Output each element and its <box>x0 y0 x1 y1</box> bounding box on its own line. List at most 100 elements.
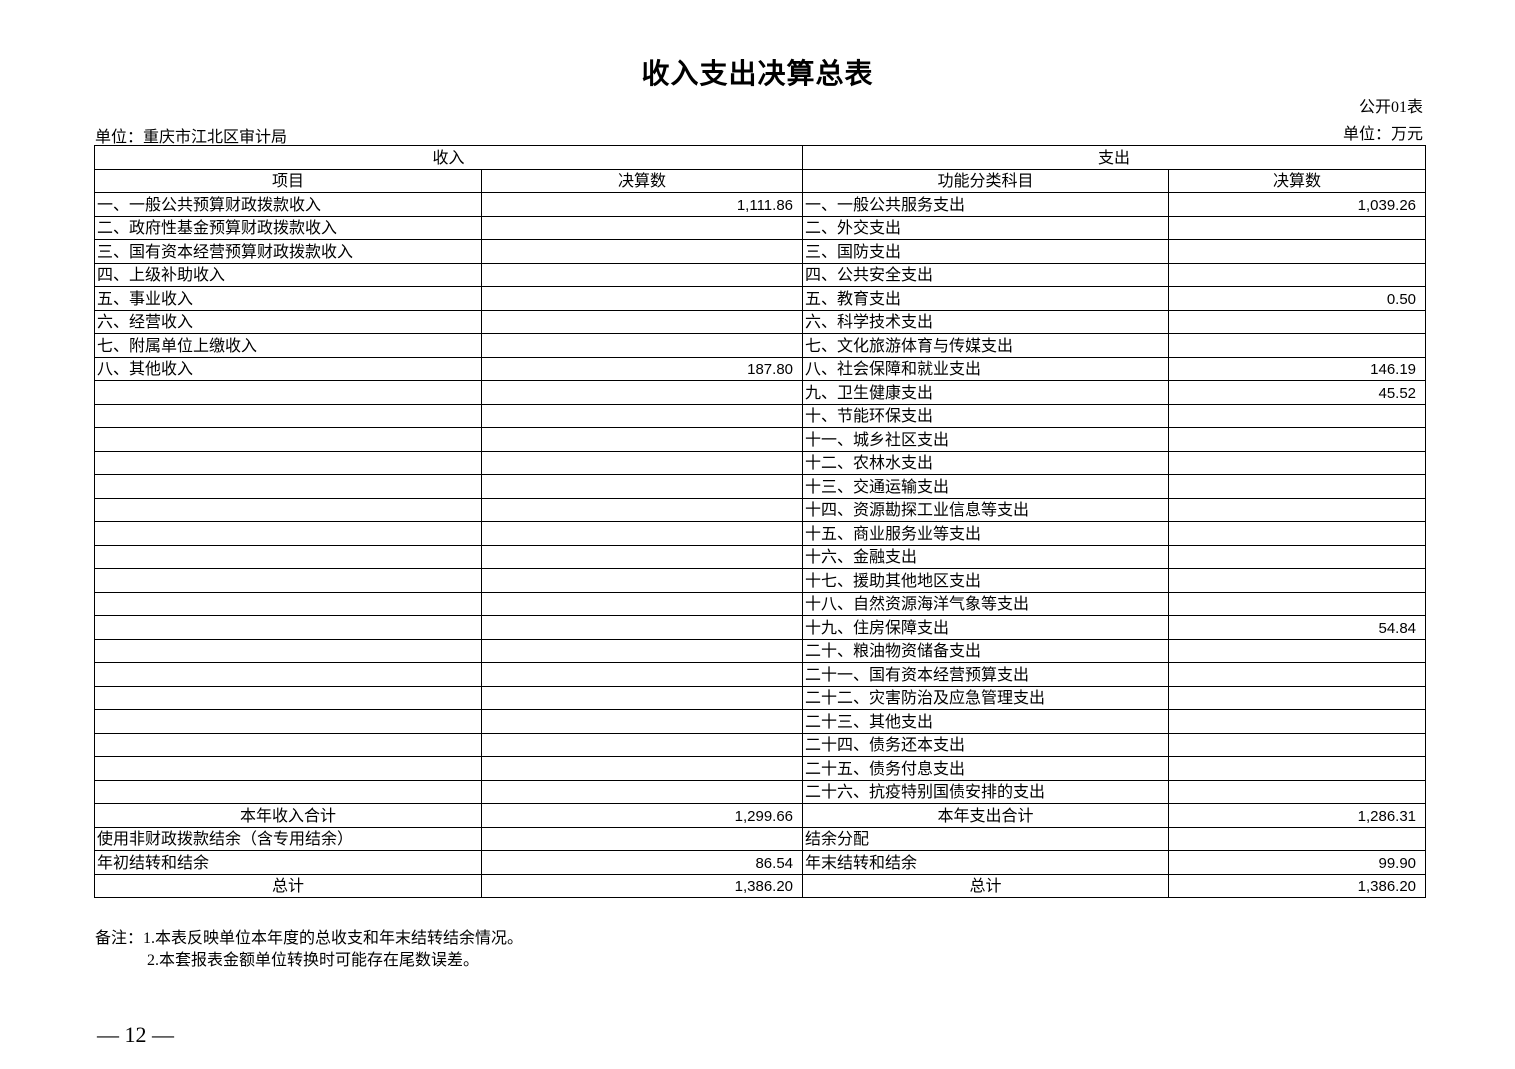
income-amount <box>480 239 804 264</box>
unit-organization: 单位：重庆市江北区审计局 <box>95 129 288 146</box>
expense-amount <box>1168 685 1427 710</box>
income-amount <box>480 286 804 311</box>
expense-item: 十四、资源勘探工业信息等支出 <box>802 497 1170 522</box>
form-number: 公开01表 <box>1358 99 1423 116</box>
expense-item: 二十五、债务付息支出 <box>802 756 1170 781</box>
table-row: 总计 1,386.20 总计 1,386.20 <box>94 873 1427 898</box>
expense-item: 年末结转和结余 <box>802 850 1170 875</box>
notes: 备注：1.本表反映单位本年度的总收支和年末结转结余情况。 2.本套报表金额单位转… <box>95 928 523 972</box>
expense-item: 十六、金融支出 <box>802 544 1170 569</box>
expense-amount <box>1168 779 1427 804</box>
category-header: 功能分类科目 <box>802 168 1170 193</box>
table-row: 四、上级补助收入 四、公共安全支出 <box>94 262 1427 287</box>
table-row: 二十四、债务还本支出 <box>94 732 1427 757</box>
expense-item: 十二、农林水支出 <box>802 450 1170 475</box>
expense-amount <box>1168 239 1427 264</box>
expense-amount <box>1168 262 1427 287</box>
expense-item: 九、卫生健康支出 <box>802 380 1170 405</box>
expense-item: 十七、援助其他地区支出 <box>802 568 1170 593</box>
expense-item: 十九、住房保障支出 <box>802 615 1170 640</box>
table-row: 七、附属单位上缴收入 七、文化旅游体育与传媒支出 <box>94 333 1427 358</box>
note-1: 备注：1.本表反映单位本年度的总收支和年末结转结余情况。 <box>95 930 524 947</box>
income-amount: 1,386.20 <box>480 873 804 898</box>
expense-amount <box>1168 309 1427 334</box>
income-amount <box>480 544 804 569</box>
expense-amount <box>1168 474 1427 499</box>
expense-item: 七、文化旅游体育与传媒支出 <box>802 333 1170 358</box>
table-row: 六、经营收入 六、科学技术支出 <box>94 309 1427 334</box>
expense-item: 二十四、债务还本支出 <box>802 732 1170 757</box>
income-header: 收入 <box>93 145 804 170</box>
income-item <box>94 779 482 804</box>
expense-amount: 0.50 <box>1168 286 1427 311</box>
expense-item: 三、国防支出 <box>802 239 1170 264</box>
income-item <box>94 450 482 475</box>
table-row: 十一、城乡社区支出 <box>94 427 1427 452</box>
amount-header-expense: 决算数 <box>1168 168 1427 193</box>
expense-amount <box>1168 544 1427 569</box>
income-item: 年初结转和结余 <box>94 850 482 875</box>
table-row: 八、其他收入 187.80 八、社会保障和就业支出 146.19 <box>94 356 1427 381</box>
table-row: 二十五、债务付息支出 <box>94 756 1427 781</box>
expense-amount: 99.90 <box>1168 850 1427 875</box>
income-amount <box>480 638 804 663</box>
income-amount <box>480 333 804 358</box>
expense-amount <box>1168 450 1427 475</box>
table-row: 十九、住房保障支出 54.84 <box>94 615 1427 640</box>
expense-item: 十、节能环保支出 <box>802 403 1170 428</box>
income-amount <box>480 568 804 593</box>
table-row: 十六、金融支出 <box>94 544 1427 569</box>
table-row: 二十三、其他支出 <box>94 709 1427 734</box>
expense-amount <box>1168 568 1427 593</box>
table-row: 十四、资源勘探工业信息等支出 <box>94 497 1427 522</box>
income-expense-table: 收入 支出 项目 决算数 功能分类科目 决算数 一、一般公共预算财政拨款收入 1,… <box>93 145 1427 898</box>
income-item: 总计 <box>94 873 482 898</box>
expense-amount: 45.52 <box>1168 380 1427 405</box>
expense-amount <box>1168 709 1427 734</box>
page-title: 收入支出决算总表 <box>641 59 874 90</box>
amount-header: 决算数 <box>480 168 804 193</box>
expense-amount: 1,286.31 <box>1168 803 1427 828</box>
income-item <box>94 638 482 663</box>
expense-item: 六、科学技术支出 <box>802 309 1170 334</box>
income-amount <box>480 450 804 475</box>
expense-amount <box>1168 662 1427 687</box>
table-row: 二十二、灾害防治及应急管理支出 <box>94 685 1427 710</box>
income-amount <box>480 262 804 287</box>
expense-item: 十五、商业服务业等支出 <box>802 521 1170 546</box>
expense-item: 四、公共安全支出 <box>802 262 1170 287</box>
income-item <box>94 685 482 710</box>
expense-item: 二十、粮油物资储备支出 <box>802 638 1170 663</box>
table-row: 十七、援助其他地区支出 <box>94 568 1427 593</box>
income-amount <box>480 826 804 851</box>
note-2: 2.本套报表金额单位转换时可能存在尾数误差。 <box>147 952 480 969</box>
expense-item: 十一、城乡社区支出 <box>802 427 1170 452</box>
table-row: 二十一、国有资本经营预算支出 <box>94 662 1427 687</box>
income-item <box>94 544 482 569</box>
income-item <box>94 497 482 522</box>
expense-item: 本年支出合计 <box>802 803 1170 828</box>
income-amount <box>480 779 804 804</box>
expense-amount: 1,386.20 <box>1168 873 1427 898</box>
table-row: 九、卫生健康支出 45.52 <box>94 380 1427 405</box>
item-header: 项目 <box>94 168 482 193</box>
income-item <box>94 615 482 640</box>
income-amount <box>480 662 804 687</box>
expense-amount <box>1168 591 1427 616</box>
expense-item: 二、外交支出 <box>802 215 1170 240</box>
table-row: 五、事业收入 五、教育支出 0.50 <box>94 286 1427 311</box>
income-item <box>94 732 482 757</box>
expense-amount <box>1168 732 1427 757</box>
income-amount <box>480 309 804 334</box>
table-row: 十、节能环保支出 <box>94 403 1427 428</box>
income-item: 使用非财政拨款结余（含专用结余） <box>94 826 482 851</box>
expense-amount: 146.19 <box>1168 356 1427 381</box>
income-item: 八、其他收入 <box>94 356 482 381</box>
table-row: 年初结转和结余 86.54 年末结转和结余 99.90 <box>94 850 1427 875</box>
table-row: 十三、交通运输支出 <box>94 474 1427 499</box>
income-item: 四、上级补助收入 <box>94 262 482 287</box>
income-item <box>94 662 482 687</box>
income-amount: 1,111.86 <box>480 192 804 217</box>
expense-item: 五、教育支出 <box>802 286 1170 311</box>
income-amount: 187.80 <box>480 356 804 381</box>
